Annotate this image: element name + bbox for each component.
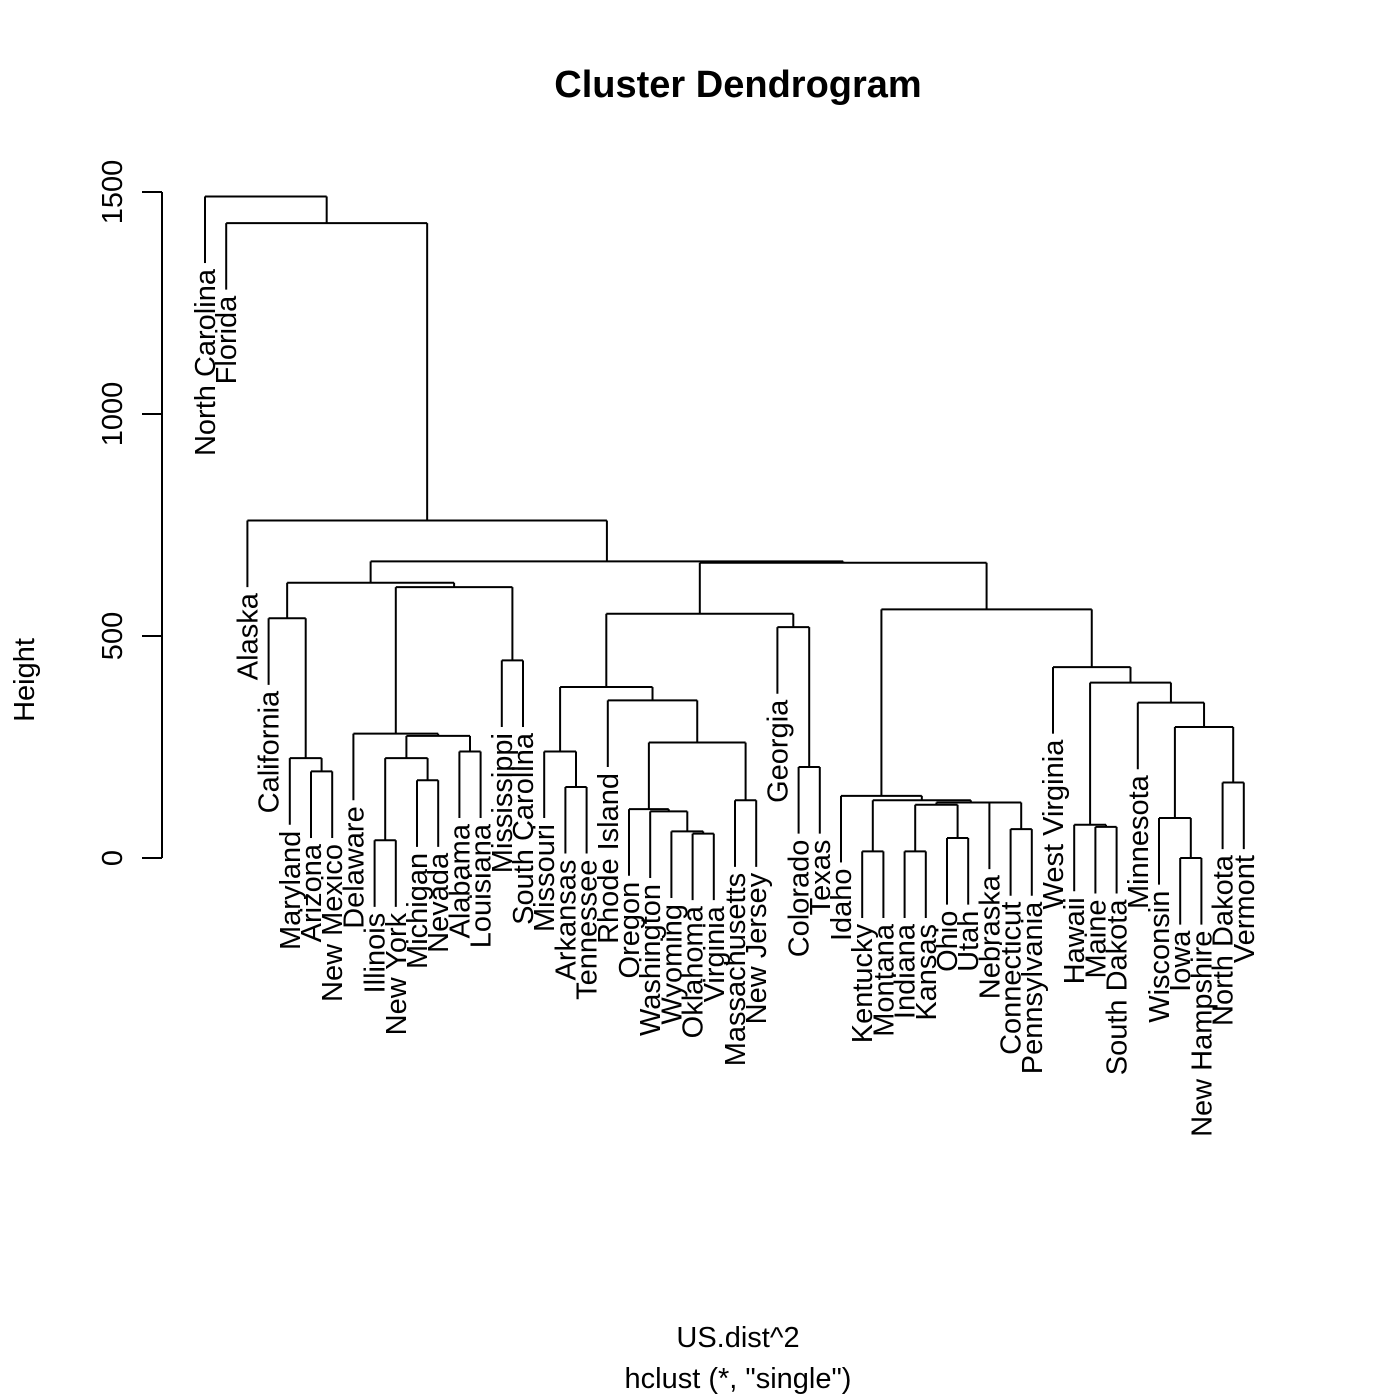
- leaf-label-louisiana: Louisiana: [466, 823, 498, 948]
- leaf-label-minnesota: Minnesota: [1123, 774, 1155, 909]
- leaf-label-kansas: Kansas: [911, 924, 943, 1021]
- leaf-label-north-carolina: North Carolina: [190, 268, 222, 456]
- y-axis-label: Height: [9, 638, 41, 722]
- leaf-label-montana: Montana: [868, 923, 900, 1037]
- x-axis-label: US.dist^2: [676, 1322, 799, 1354]
- leaf-label-wyoming: Wyoming: [656, 904, 688, 1025]
- leaf-label-delaware: Delaware: [338, 806, 370, 929]
- method-sublabel: hclust (*, "single"): [625, 1363, 852, 1395]
- leaf-label-maine: Maine: [1080, 900, 1112, 979]
- leaf-label-tennessee: Tennessee: [572, 860, 604, 1000]
- leaf-label-massachusetts: Massachusetts: [720, 873, 752, 1066]
- y-tick-label: 0: [97, 850, 129, 866]
- leaf-label-virginia: Virginia: [699, 905, 731, 1002]
- leaf-label-utah: Utah: [953, 911, 985, 972]
- y-tick-label: 1500: [97, 160, 129, 225]
- leaf-label-arizona: Arizona: [296, 843, 328, 942]
- leaf-label-kentucky: Kentucky: [847, 923, 879, 1043]
- leaf-label-alabama: Alabama: [444, 823, 476, 938]
- leaf-label-arkansas: Arkansas: [550, 860, 582, 981]
- dendrogram-branches: [204, 195, 1245, 925]
- leaf-label-pennsylvania: Pennsylvania: [1017, 901, 1049, 1074]
- leaf-label-rhode-island: Rhode Island: [593, 773, 625, 944]
- leaf-label-alaska: Alaska: [232, 592, 264, 680]
- leaf-label-connecticut: Connecticut: [996, 902, 1028, 1055]
- leaf-label-new-york: New York: [381, 912, 413, 1035]
- leaf-label-wisconsin: Wisconsin: [1144, 891, 1176, 1023]
- chart-title: Cluster Dendrogram: [554, 64, 921, 106]
- leaf-label-north-dakota: North Dakota: [1208, 854, 1240, 1026]
- leaf-label-washington: Washington: [635, 884, 667, 1036]
- leaf-label-new-hampshire: New Hampshire: [1186, 931, 1218, 1137]
- leaf-label-missouri: Missouri: [529, 824, 561, 932]
- leaf-label-hawaii: Hawaii: [1059, 897, 1091, 984]
- leaf-label-south-carolina: South Carolina: [508, 732, 540, 925]
- y-tick-label: 500: [97, 612, 129, 660]
- leaf-label-south-dakota: South Dakota: [1102, 899, 1134, 1076]
- leaf-label-oregon: Oregon: [614, 882, 646, 979]
- leaf-label-indiana: Indiana: [890, 923, 922, 1019]
- leaf-label-california: California: [254, 690, 286, 813]
- leaf-label-mississippi: Mississippi: [487, 733, 519, 873]
- leaf-label-ohio: Ohio: [932, 911, 964, 972]
- leaf-label-vermont: Vermont: [1229, 855, 1261, 963]
- leaf-label-west-virginia: West Virginia: [1038, 739, 1070, 910]
- leaf-label-florida: Florida: [211, 295, 243, 385]
- leaf-label-maryland: Maryland: [275, 831, 307, 950]
- leaf-label-georgia: Georgia: [762, 699, 794, 803]
- leaf-label-new-jersey: New Jersey: [741, 872, 773, 1024]
- leaf-label-nevada: Nevada: [423, 852, 455, 953]
- leaf-label-nebraska: Nebraska: [974, 874, 1006, 999]
- y-axis: 0 500 1000 1500: [97, 160, 163, 866]
- leaf-label-oklahoma: Oklahoma: [678, 905, 710, 1038]
- y-tick-label: 1000: [97, 382, 129, 447]
- leaf-label-texas: Texas: [805, 840, 837, 916]
- leaf-label-new-mexico: New Mexico: [317, 844, 349, 1002]
- leaf-label-iowa: Iowa: [1165, 930, 1197, 992]
- leaf-label-idaho: Idaho: [826, 868, 858, 941]
- leaf-label-colorado: Colorado: [784, 840, 816, 958]
- leaf-label-michigan: Michigan: [402, 853, 434, 969]
- leaf-label-illinois: Illinois: [360, 913, 392, 994]
